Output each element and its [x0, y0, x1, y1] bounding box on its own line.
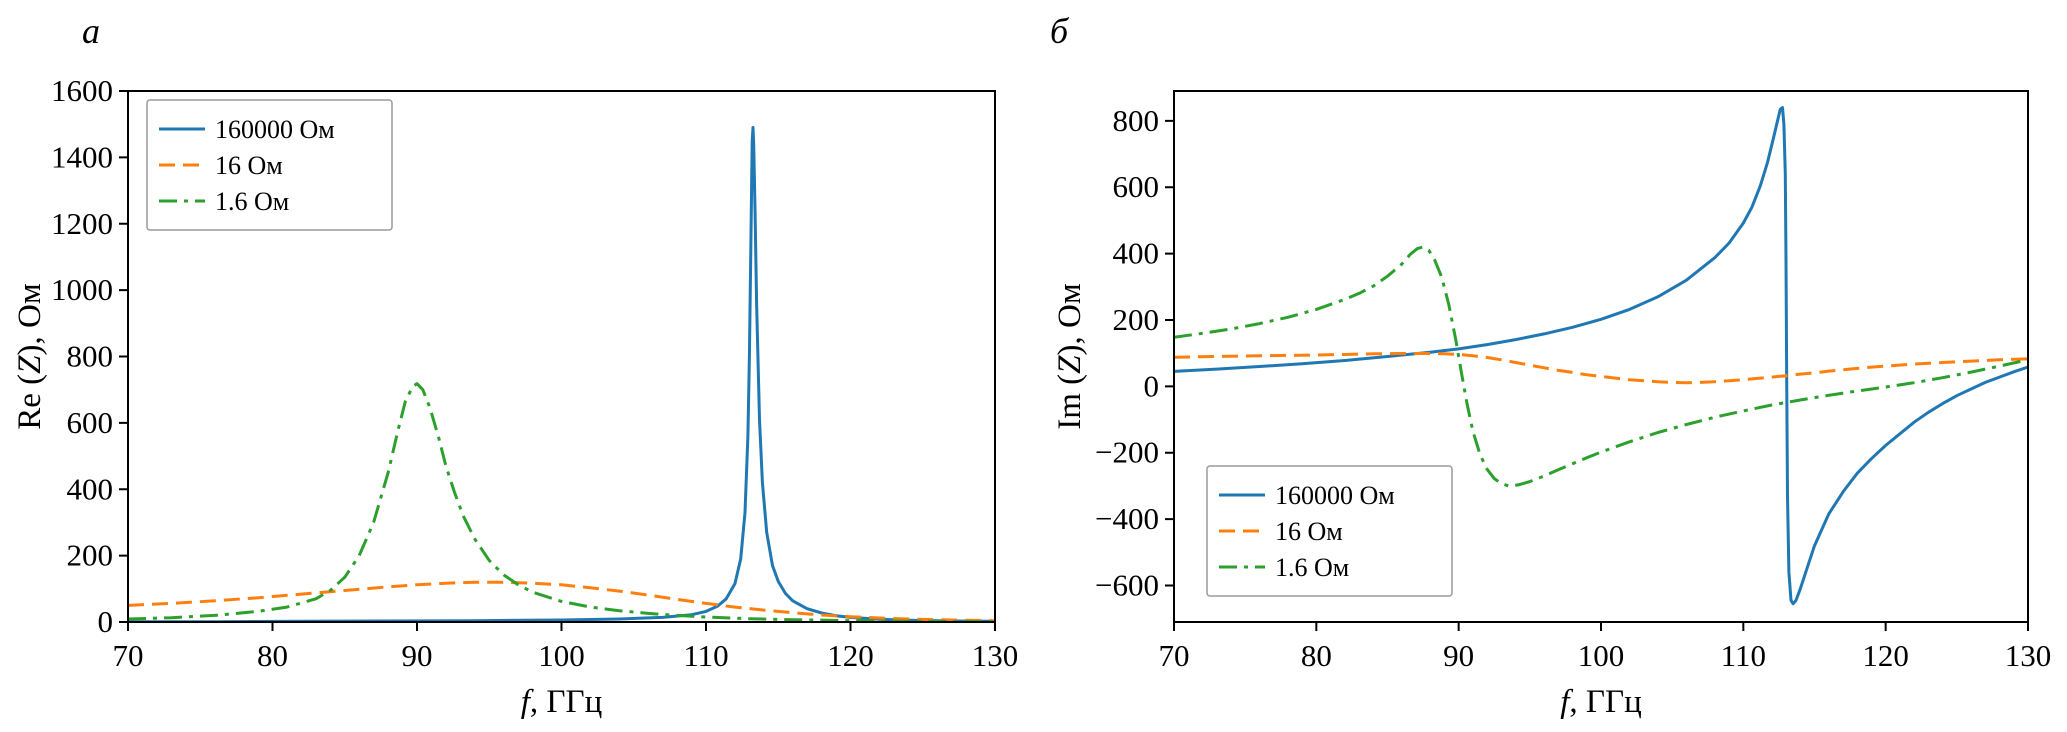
x-tick-label: 80 — [1301, 638, 1332, 673]
y-tick-label: −600 — [1095, 567, 1159, 602]
y-tick-label: 0 — [98, 604, 114, 639]
x-tick-label: 70 — [113, 638, 144, 673]
plot-area — [1174, 106, 2028, 606]
y-tick-label: 600 — [1113, 169, 1160, 204]
chart-re-z: 70 80 90 100 110 120 130 0 200 400 600 800 1000 1200 1… — [12, 73, 1019, 720]
y-tick-label: 200 — [1113, 302, 1160, 337]
x-tick-label: 130 — [2005, 638, 2052, 673]
series-line-2 — [1174, 245, 2028, 488]
legend-box — [1206, 465, 1453, 597]
y-tick-label: 400 — [67, 471, 114, 506]
x-tick-label: 110 — [683, 638, 728, 673]
x-tick-label: 120 — [827, 638, 874, 673]
series-line-0 — [128, 126, 995, 622]
panel-a-label: а — [82, 11, 100, 51]
series-line-1 — [1174, 352, 2028, 385]
y-tick-label: 0 — [1144, 368, 1160, 403]
y-tick-label: 200 — [67, 538, 114, 573]
y-tick-label: 1600 — [51, 73, 113, 108]
legend-label-2: 1.6 Ом — [215, 187, 289, 216]
legend-label-2: 1.6 Ом — [1275, 553, 1349, 582]
y-tick-label: 1200 — [51, 206, 113, 241]
x-tick-label: 80 — [257, 638, 288, 673]
x-axis-label: f, ГГц — [521, 684, 603, 720]
y-tick-label: 800 — [1113, 103, 1160, 138]
series-line-0 — [1174, 106, 2028, 606]
x-tick-label: 90 — [1443, 638, 1474, 673]
plot-area — [128, 126, 995, 622]
y-tick-label: 400 — [1113, 236, 1160, 271]
legend-label-1: 16 Ом — [215, 151, 283, 180]
legend-label-0: 160000 Ом — [215, 115, 335, 144]
y-tick-label: −400 — [1095, 501, 1159, 536]
series-line-2 — [128, 382, 995, 622]
series-line-1 — [128, 580, 995, 622]
x-tick-label: 100 — [538, 638, 585, 673]
x-tick-label: 90 — [402, 638, 433, 673]
chart-im-z: 70 80 90 100 110 120 130 −600 −400 −200 0 200 400 600… — [1052, 90, 2052, 720]
x-tick-label: 110 — [1721, 638, 1766, 673]
x-tick-label: 100 — [1578, 638, 1625, 673]
legend-label-0: 160000 Ом — [1275, 481, 1395, 510]
y-axis-label: Re (Z), Ом — [12, 283, 48, 430]
y-tick-label: 600 — [67, 405, 114, 440]
y-tick-label: 1000 — [51, 272, 113, 307]
y-tick-label: −200 — [1095, 435, 1159, 470]
legend-box — [146, 99, 393, 231]
panel-b-label: б — [1050, 11, 1069, 51]
x-tick-label: 70 — [1159, 638, 1190, 673]
y-tick-label: 1400 — [51, 139, 113, 174]
x-tick-label: 130 — [972, 638, 1019, 673]
legend-label-1: 16 Ом — [1275, 517, 1343, 546]
y-axis-label: Im (Z), Ом — [1052, 283, 1088, 430]
x-tick-label: 120 — [1862, 638, 1909, 673]
y-tick-label: 800 — [67, 339, 114, 374]
x-axis-label: f, ГГц — [1560, 684, 1642, 720]
